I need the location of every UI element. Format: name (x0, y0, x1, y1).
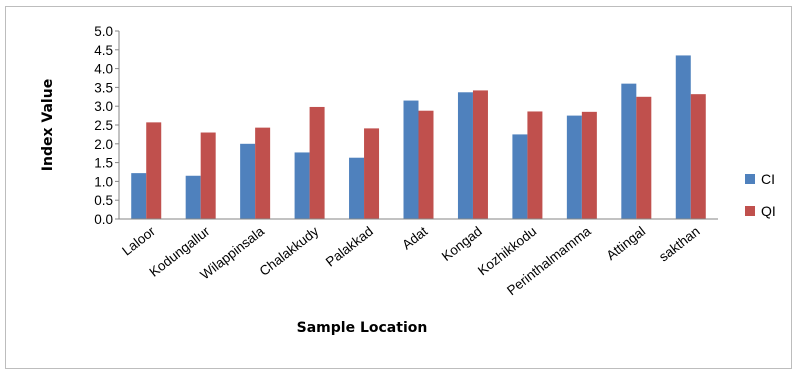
x-tick-label: Adat (399, 223, 430, 252)
bar-ci-perinthalmamma (566, 115, 582, 219)
y-tick-label: 3.5 (94, 80, 113, 95)
y-tick-label: 5.0 (94, 24, 113, 39)
y-tick-label: 1.5 (94, 156, 113, 171)
x-tick-label: Attingal (603, 224, 648, 264)
bar-ci-palakkad (349, 157, 365, 219)
y-tick-label: 2.0 (94, 137, 113, 152)
x-tick-label: sakthan (656, 224, 703, 265)
bar-qi-attingal (636, 96, 652, 219)
x-tick-label: Palakkad (323, 224, 376, 270)
bar-qi-kodungallur (200, 132, 216, 219)
legend-label-ci: CI (761, 171, 775, 187)
bar-qi-chalakkudy (309, 106, 325, 219)
y-axis-ticks: 0.0 0.5 1.0 1.5 2.0 2.5 3.0 3.5 4.0 4.5 5.0 (94, 24, 119, 227)
y-axis-title: Index Value (40, 79, 56, 171)
y-tick-label: 0.0 (94, 212, 113, 227)
y-tick-label: 1.0 (94, 174, 113, 189)
x-tick-label: Kongad (439, 224, 485, 264)
chart-frame (5, 6, 792, 369)
bar-ci-kodungallur (185, 175, 201, 219)
y-tick-label: 4.0 (94, 62, 113, 77)
bar-ci-sakthan (675, 55, 691, 219)
bars (131, 55, 706, 220)
bar-qi-kongad (472, 90, 488, 220)
y-tick-label: 4.5 (94, 43, 113, 58)
y-tick-label: 0.5 (94, 193, 113, 208)
legend-label-qi: QI (761, 203, 776, 219)
bar-ci-wilappinsala (240, 143, 256, 219)
bar-ci-chalakkudy (294, 152, 310, 219)
y-tick-label: 3.0 (94, 99, 113, 114)
legend-swatch-ci (745, 174, 755, 184)
bar-ci-laloor (131, 173, 147, 219)
bar-qi-adat (418, 110, 434, 219)
x-tick-label: Chalakkudy (257, 223, 322, 278)
bar-qi-perinthalmamma (581, 111, 597, 219)
bar-qi-wilappinsala (255, 127, 271, 219)
bar-qi-laloor (146, 122, 162, 219)
x-tick-label: Laloor (119, 223, 158, 258)
bar-ci-kongad (457, 92, 473, 219)
x-axis-title: Sample Location (297, 320, 428, 336)
legend: CI QI (745, 171, 776, 219)
bar-qi-kozhikkodu (527, 111, 543, 219)
bar-ci-kozhikkodu (512, 134, 528, 219)
bar-qi-palakkad (364, 128, 380, 219)
bar-ci-attingal (621, 83, 637, 219)
legend-swatch-qi (745, 206, 755, 216)
y-tick-label: 2.5 (94, 118, 113, 133)
bar-ci-adat (403, 100, 419, 219)
bar-qi-sakthan (690, 94, 706, 219)
